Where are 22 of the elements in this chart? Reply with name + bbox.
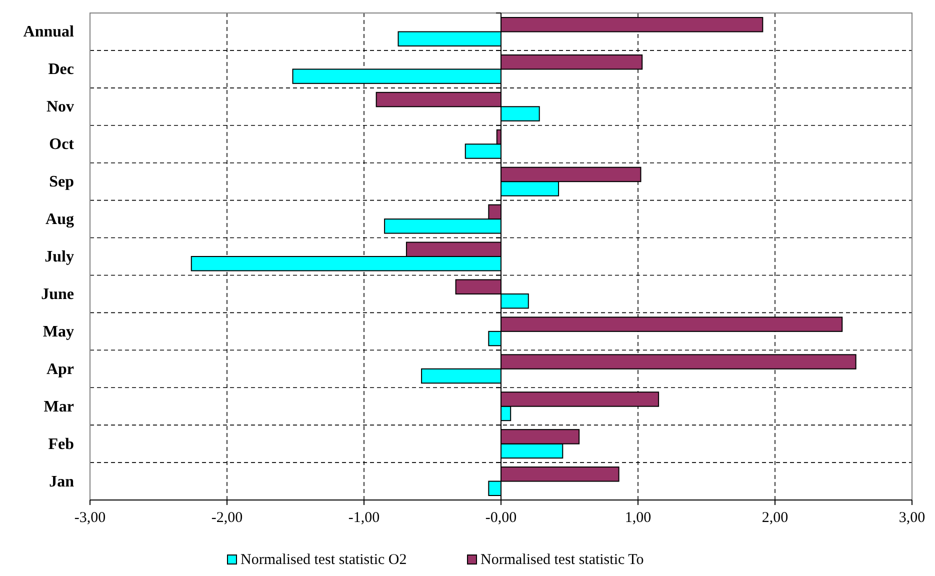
y-tick-label: Nov [46,98,74,116]
x-tick-label: 2,00 [762,510,788,526]
legend-label: Normalised test statistic O2 [240,552,407,568]
legend-label: Normalised test statistic To [480,552,644,568]
x-tick-label: 3,00 [898,510,926,526]
y-tick-label: Dec [48,61,74,78]
y-tick-label: May [42,323,74,340]
y-tick-label: Jan [49,473,74,490]
x-tick-label: -1,00 [348,510,380,526]
y-tick-label: Aug [46,211,74,228]
y-tick-label: Oct [49,136,75,154]
y-tick-label: July [44,248,74,266]
y-tick-label: Mar [44,398,74,416]
x-tick-label: -2,00 [211,510,243,526]
x-tick-label: -3,00 [74,510,106,526]
x-tick-label: 1,00 [624,510,652,526]
y-tick-label: Sep [49,174,74,191]
y-tick-label: June [41,286,74,303]
y-tick-label: Apr [46,360,74,378]
y-tick-label: Annual [23,24,75,41]
y-tick-label: Feb [48,436,74,453]
x-tick-label: -0,00 [485,510,517,526]
